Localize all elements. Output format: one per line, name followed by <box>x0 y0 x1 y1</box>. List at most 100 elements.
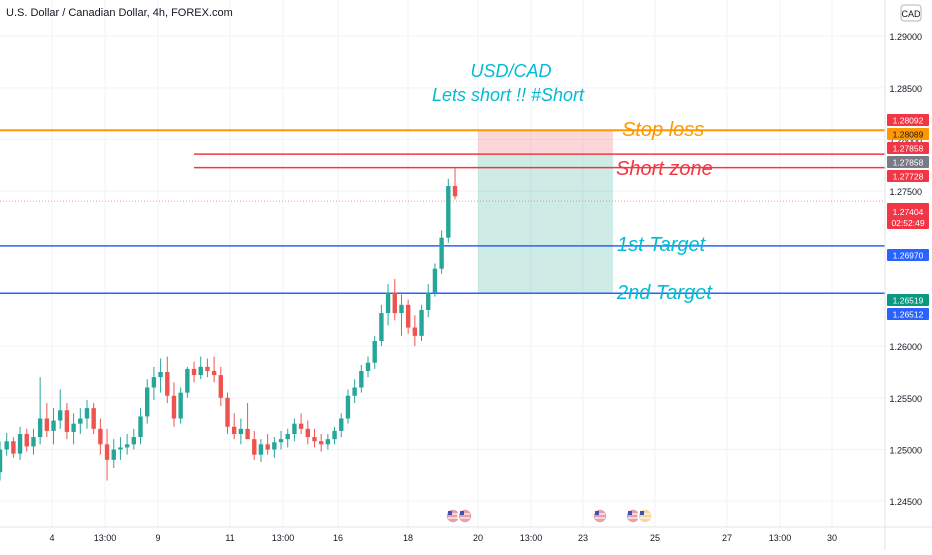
candle[interactable] <box>245 403 250 440</box>
candle[interactable] <box>432 263 438 297</box>
candle[interactable] <box>231 413 237 440</box>
candle[interactable] <box>392 279 397 321</box>
candle[interactable] <box>78 408 83 434</box>
candle[interactable] <box>292 418 297 442</box>
candle-body <box>185 368 190 393</box>
candle[interactable] <box>272 437 277 458</box>
candle[interactable] <box>31 428 36 455</box>
candle[interactable] <box>426 284 431 318</box>
candle-body <box>272 442 277 450</box>
us-ca-flags-icon[interactable] <box>625 508 653 524</box>
candle[interactable] <box>138 408 143 445</box>
price-badge[interactable]: 1.26970 <box>887 249 929 261</box>
us-flag-icon[interactable] <box>445 508 473 524</box>
candle[interactable] <box>178 387 183 424</box>
x-tick-label: 11 <box>225 533 234 543</box>
candle[interactable] <box>312 428 317 448</box>
price-badge[interactable]: 1.27728 <box>887 170 929 182</box>
candle[interactable] <box>218 366 224 407</box>
candle[interactable] <box>211 356 217 383</box>
candle[interactable] <box>71 413 76 445</box>
candle-body <box>245 428 250 440</box>
candle[interactable] <box>198 356 203 380</box>
candle[interactable] <box>185 366 190 398</box>
candle-body <box>11 441 16 454</box>
y-tick-label: 1.25000 <box>889 446 922 456</box>
candle[interactable] <box>158 358 163 393</box>
price-badge[interactable]: 1.26519 <box>887 294 929 306</box>
candle[interactable] <box>225 392 230 434</box>
candle[interactable] <box>405 299 411 334</box>
candle[interactable] <box>439 230 444 274</box>
time-axis: 4 13:00 9 11 13:00 16 18 20 13:00 23 25 27 13:00 30 <box>0 526 932 543</box>
us-flag-icon[interactable] <box>592 508 608 524</box>
currency-badge[interactable]: CAD <box>900 4 922 22</box>
candle[interactable] <box>252 430 257 460</box>
candle[interactable] <box>44 403 50 438</box>
x-tick-label: 13:00 <box>94 533 117 543</box>
candle[interactable] <box>412 315 418 347</box>
candle[interactable] <box>446 178 451 243</box>
candle[interactable] <box>4 432 9 456</box>
candle[interactable] <box>131 428 137 450</box>
y-tick-label: 1.29000 <box>889 32 922 42</box>
candle[interactable] <box>298 413 304 434</box>
candle[interactable] <box>64 403 70 440</box>
candle[interactable] <box>399 294 404 336</box>
candle[interactable] <box>145 379 150 424</box>
candle[interactable] <box>278 430 284 450</box>
candle[interactable] <box>17 426 23 460</box>
candle-body <box>165 372 170 396</box>
candle[interactable] <box>325 434 331 450</box>
candle[interactable] <box>285 428 290 448</box>
candle[interactable] <box>258 439 264 462</box>
price-badge[interactable]: 1.28092 <box>887 114 929 126</box>
candle[interactable] <box>379 304 384 347</box>
candle-body <box>446 186 451 238</box>
candle-body <box>158 372 163 378</box>
candle[interactable] <box>171 382 177 427</box>
candle[interactable] <box>37 377 43 445</box>
candle[interactable] <box>51 408 56 445</box>
candle[interactable] <box>452 168 458 200</box>
candle[interactable] <box>11 437 16 458</box>
candle[interactable] <box>359 364 364 393</box>
candle[interactable] <box>91 403 96 434</box>
candle[interactable] <box>238 418 244 445</box>
candle[interactable] <box>0 441 3 481</box>
x-tick-label: 27 <box>722 533 732 543</box>
candle[interactable] <box>24 428 29 452</box>
candle[interactable] <box>84 399 90 429</box>
candle[interactable] <box>385 284 391 326</box>
candle[interactable] <box>118 437 123 460</box>
candle[interactable] <box>332 426 337 445</box>
candle[interactable] <box>352 379 357 403</box>
risk-zone <box>478 130 613 155</box>
candle[interactable] <box>104 428 110 481</box>
candle[interactable] <box>98 418 103 455</box>
price-badge-bg <box>887 294 929 306</box>
candle[interactable] <box>365 356 371 378</box>
candle[interactable] <box>265 434 270 455</box>
candle[interactable] <box>345 389 351 424</box>
symbol-title[interactable]: U.S. Dollar / Canadian Dollar, 4h, FOREX… <box>6 7 233 19</box>
price-badge[interactable]: 1.28089 <box>887 128 929 140</box>
candle[interactable] <box>419 304 424 341</box>
candle[interactable] <box>58 389 63 429</box>
candle[interactable] <box>165 356 170 404</box>
candle[interactable] <box>151 366 157 400</box>
price-badge[interactable]: 1.26512 <box>887 308 929 320</box>
price-badge[interactable]: 1.27858 <box>887 142 929 154</box>
candle[interactable] <box>111 439 116 469</box>
candle[interactable] <box>318 434 324 452</box>
candle[interactable] <box>305 420 310 445</box>
price-badge[interactable]: 1.27858 <box>887 156 929 168</box>
candle[interactable] <box>191 361 197 383</box>
candle[interactable] <box>205 358 210 378</box>
candle[interactable] <box>124 434 130 455</box>
candle[interactable] <box>339 413 344 438</box>
candle[interactable] <box>372 335 377 369</box>
